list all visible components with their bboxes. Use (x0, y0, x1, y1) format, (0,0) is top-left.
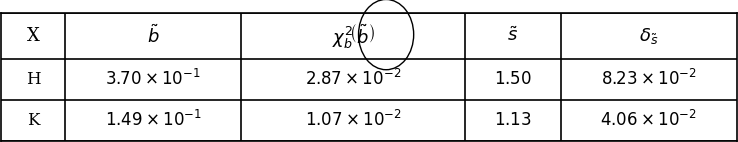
Text: $\tilde{s}$: $\tilde{s}$ (507, 27, 518, 45)
Text: $1.50$: $1.50$ (494, 71, 532, 88)
Text: $\chi^2_b\!\left(\tilde{b}\right)$: $\chi^2_b\!\left(\tilde{b}\right)$ (331, 22, 374, 50)
Text: $8.23 \times 10^{-2}$: $8.23 \times 10^{-2}$ (601, 69, 697, 89)
Text: $\delta_{\tilde{s}}$: $\delta_{\tilde{s}}$ (639, 26, 658, 46)
Text: $3.70 \times 10^{-1}$: $3.70 \times 10^{-1}$ (106, 69, 201, 89)
Text: $2.87 \times 10^{-2}$: $2.87 \times 10^{-2}$ (305, 69, 401, 89)
Text: K: K (27, 112, 40, 129)
Text: $1.49 \times 10^{-1}$: $1.49 \times 10^{-1}$ (105, 110, 201, 130)
Text: H: H (26, 71, 41, 88)
Text: $4.06 \times 10^{-2}$: $4.06 \times 10^{-2}$ (600, 110, 697, 130)
Text: $1.07 \times 10^{-2}$: $1.07 \times 10^{-2}$ (305, 110, 401, 130)
Text: $\tilde{b}$: $\tilde{b}$ (147, 25, 159, 47)
Text: $1.13$: $1.13$ (494, 112, 531, 129)
Text: X: X (27, 27, 40, 45)
